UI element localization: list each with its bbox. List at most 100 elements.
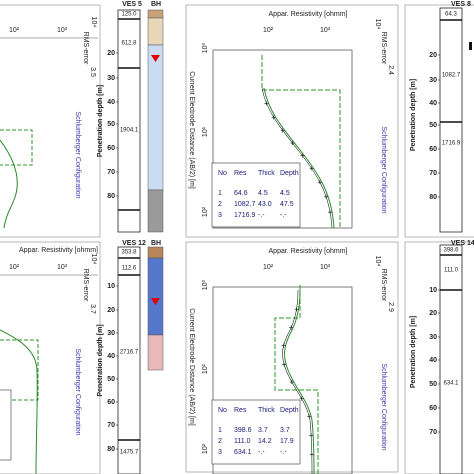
ves-title: VES 14 [451, 240, 474, 247]
measured-point [289, 380, 294, 385]
borehole-layer [147, 44, 164, 191]
panel-frame [0, 241, 101, 474]
result-table [211, 162, 301, 228]
depth-tick-label: 50 [429, 381, 437, 388]
depth-tick-label: 50 [107, 376, 115, 383]
panel-title: Appar. Resistivity [ohmm] [269, 11, 348, 18]
top-tick-label: 10³ [57, 27, 68, 34]
table-header: Depth [280, 170, 299, 177]
table-header: Res [234, 407, 247, 414]
ves-title: VES 8 [451, 1, 471, 8]
layer-resistivity: 64.3 [445, 12, 457, 18]
table-cell: 3.7 [258, 427, 268, 434]
measured-point [309, 166, 314, 171]
measured-point [290, 141, 295, 146]
rms-label: RMS-error [380, 32, 387, 65]
depth-tick-label: 60 [429, 146, 437, 153]
y-axis-label: Current Electrode Distance (AB/2) [m] [188, 71, 195, 189]
borehole-layer [147, 17, 164, 46]
table-cell: 2 [218, 438, 222, 445]
table-cell: -.- [258, 212, 265, 219]
measured-point [264, 101, 269, 106]
layer-resistivity: 634.1 [443, 381, 459, 387]
measured-point [309, 452, 314, 457]
panel-frame [185, 4, 399, 238]
depth-axis-label: Penetration depth [m] [97, 324, 104, 396]
measured-point [300, 153, 305, 158]
measured-point [281, 343, 286, 348]
borehole-layer [147, 257, 164, 336]
table-cell: 3.7 [280, 427, 290, 434]
depth-tick-label: 60 [107, 145, 115, 152]
depth-tick-label: 70 [429, 170, 437, 177]
model-line [0, 129, 33, 166]
table-cell: 43.0 [258, 201, 272, 208]
top-tick-label: 10² [9, 27, 20, 34]
depth-tick-label: 50 [429, 122, 437, 129]
panel-title: Appar. Resistivity [ohmm] [19, 247, 98, 254]
borehole-layer [147, 246, 164, 259]
depth-tick-label: 20 [107, 50, 115, 57]
top-tick-label: 10⁴ [90, 17, 97, 28]
depth-tick-label: 30 [429, 77, 437, 84]
panel-frame [404, 241, 474, 474]
ves-title: VES 12 [122, 240, 146, 247]
measured-point [317, 180, 322, 185]
table-cell: -.- [280, 212, 287, 219]
top-tick-label: 10⁴ [90, 254, 97, 265]
depth-column [439, 244, 463, 474]
table-cell: 4.5 [280, 190, 290, 197]
table-cell: 1 [218, 427, 222, 434]
panel-frame [185, 241, 399, 473]
top-tick-label: 10⁴ [374, 256, 381, 267]
config-label: Schlumberger Configuration [380, 126, 387, 213]
depth-column [117, 246, 141, 474]
table-header: No [218, 407, 227, 414]
left-tick-label: 10² [202, 443, 209, 454]
left-tick-label: 10¹ [202, 126, 209, 137]
measured-point [309, 433, 314, 438]
rms-value: 3.7 [89, 304, 96, 314]
depth-tick-label: 20 [429, 310, 437, 317]
layer-resistivity: 1716.9 [442, 141, 461, 147]
depth-tick-label: 20 [429, 52, 437, 59]
plot-area [212, 286, 353, 474]
depth-axis-label: Penetration depth [m] [410, 316, 417, 388]
depth-column [439, 7, 463, 233]
table-header: Res [234, 170, 247, 177]
table-header: Thick [258, 407, 275, 414]
top-tick-label: 10³ [57, 264, 68, 271]
table-cell: 111.0 [234, 438, 251, 445]
layer-resistivity: 1082.7 [442, 73, 461, 79]
depth-tick-label: 40 [429, 100, 437, 107]
rms-value: 2.9 [387, 302, 394, 312]
water-level [151, 55, 160, 62]
depth-tick-label: 10 [107, 283, 115, 290]
left-tick-label: 10⁰ [201, 43, 209, 54]
borehole-layer [147, 189, 164, 233]
edge-mark [469, 42, 472, 50]
depth-tick-label: 80 [107, 446, 115, 453]
measured-point [282, 362, 287, 367]
depth-tick-label: 70 [429, 429, 437, 436]
layer-resistivity: 112.6 [122, 266, 137, 272]
table-header: Thick [258, 170, 275, 177]
top-tick-label: 10² [263, 27, 274, 34]
table-cell: -.- [258, 449, 265, 456]
config-label: Schlumberger Configuration [74, 348, 81, 435]
depth-tick-label: 40 [429, 357, 437, 364]
measured-point [289, 325, 294, 330]
table-cell: 64.6 [234, 190, 248, 197]
depth-tick-label: 20 [107, 307, 115, 314]
table-cell: 14.2 [258, 438, 272, 445]
fit-curve [284, 289, 315, 474]
layer-resistivity: 111.0 [444, 268, 459, 274]
layer-resistivity: 125.0 [121, 12, 137, 18]
rms-label: RMS-error [380, 269, 387, 302]
panel-frame [0, 4, 101, 238]
depth-tick-label: 60 [429, 405, 437, 412]
model-line [261, 55, 341, 228]
depth-tick-label: 30 [107, 75, 115, 82]
table-cell: 1082.7 [234, 201, 256, 208]
layer-resistivity: 398.6 [443, 248, 459, 254]
